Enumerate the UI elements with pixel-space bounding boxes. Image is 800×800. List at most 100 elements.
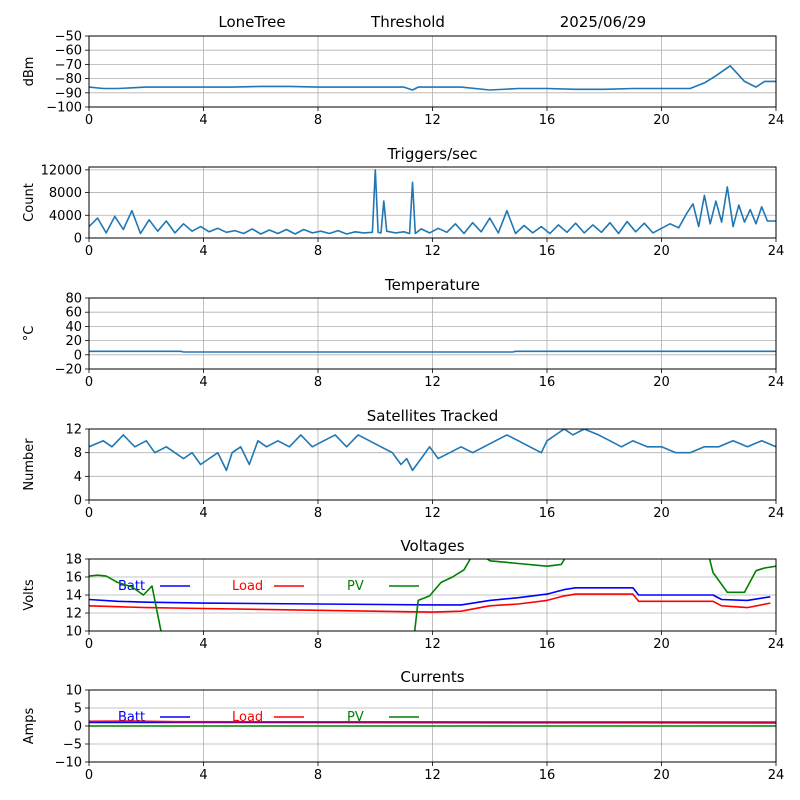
x-tick-label: 24 [768,637,785,652]
x-tick-label: 20 [653,637,670,652]
axes-frame [88,558,777,632]
x-tick-label: 0 [85,113,93,128]
x-tick-label: 8 [314,506,322,521]
panel-triggers: 0 4 8 12 16 20 24 0 4000 8000 12000 Triggers/sec Cou… [22,145,784,259]
y-tick-label: −90 [55,86,82,101]
axes-frame [88,428,777,501]
axes-frame [88,166,777,239]
y-tick-label: −20 [55,363,82,378]
series-line [89,350,776,353]
y-axis-label: Volts [22,579,37,611]
y-tick-label: 0 [74,720,82,735]
figure-header: LoneTree Threshold 2025/06/29 [218,13,646,31]
x-tick-label: 8 [314,375,322,390]
y-tick-label: 4000 [49,209,82,224]
y-tick-label: 4 [74,470,82,485]
x-tick-label: 0 [85,768,93,783]
series-line-load [89,593,771,613]
x-tick-label: 0 [85,375,93,390]
y-tick-label: 8000 [49,186,82,201]
y-tick-label: 10 [65,684,82,699]
series-line [89,429,776,472]
y-tick-label: −60 [55,44,82,59]
chart-title: Triggers/sec [387,145,478,163]
y-axis-label: °C [22,326,37,342]
y-tick-label: 0 [74,232,82,247]
panel-signal: 0 4 8 12 16 20 24 −100−90−80−70−60−50 dBm [22,30,784,129]
legend-label-batt: Batt [118,710,145,725]
series-line [89,169,776,235]
x-tick-label: 16 [539,637,556,652]
y-tick-label: 12 [65,423,82,438]
chart-title: Currents [400,668,464,686]
x-tick-label: 8 [314,768,322,783]
x-tick-label: 16 [539,768,556,783]
x-tick-label: 12 [424,375,441,390]
x-tick-label: 4 [199,113,207,128]
chart-title: Satellites Tracked [367,407,498,425]
y-tick-label: −80 [55,72,82,87]
chart-title: Voltages [400,537,464,555]
x-tick-label: 20 [653,113,670,128]
axes-frame [88,689,777,763]
x-tick-label: 24 [768,375,785,390]
y-tick-label: 18 [65,553,82,568]
x-tick-label: 8 [314,113,322,128]
y-tick-label: −5 [63,738,82,753]
x-tick-label: 20 [653,244,670,259]
y-axis-label: Count [22,183,37,222]
x-tick-label: 16 [539,244,556,259]
legend-label-load: Load [232,579,263,594]
station-name: LoneTree [218,13,285,31]
series-line-load [89,720,776,723]
x-tick-label: 0 [85,506,93,521]
y-tick-label: 0 [74,494,82,509]
x-tick-label: 16 [539,375,556,390]
y-tick-label: 40 [65,320,82,335]
panel-satellites: 0 4 8 12 16 20 24 0 4 8 12 Satellites Tracked Number [22,407,784,521]
x-tick-label: 0 [85,637,93,652]
y-tick-label: −10 [55,756,82,771]
y-tick-label: 20 [65,334,82,349]
x-tick-label: 12 [424,768,441,783]
y-tick-label: 80 [65,292,82,307]
series-line-pv [89,559,776,631]
y-tick-label: 5 [74,702,82,717]
report-date: 2025/06/29 [560,13,646,31]
x-tick-label: 4 [199,375,207,390]
y-axis-label: Amps [22,707,37,744]
chart-title: Temperature [384,276,480,294]
x-tick-label: 16 [539,506,556,521]
trigger-mode: Threshold [370,13,445,31]
x-tick-label: 12 [424,244,441,259]
x-tick-label: 24 [768,244,785,259]
series-line-batt [89,586,771,606]
x-tick-label: 8 [314,637,322,652]
y-tick-label: 16 [65,571,82,586]
y-tick-label: 60 [65,306,82,321]
x-tick-label: 4 [199,506,207,521]
x-tick-label: 24 [768,506,785,521]
legend-label-pv: PV [347,579,364,594]
y-axis-label: dBm [22,57,37,87]
x-tick-label: 20 [653,375,670,390]
legend-label-pv: PV [347,710,364,725]
x-tick-label: 12 [424,637,441,652]
x-tick-label: 20 [653,768,670,783]
y-tick-label: 0 [74,348,82,363]
x-tick-label: 12 [424,113,441,128]
y-tick-label: 8 [74,446,82,461]
axes-frame [88,35,777,108]
y-tick-label: 14 [65,589,82,604]
x-tick-label: 4 [199,244,207,259]
x-tick-label: 4 [199,768,207,783]
y-tick-label: −50 [55,30,82,45]
y-tick-label: 12000 [41,163,82,178]
x-tick-label: 16 [539,113,556,128]
y-axis-label: Number [22,438,37,491]
